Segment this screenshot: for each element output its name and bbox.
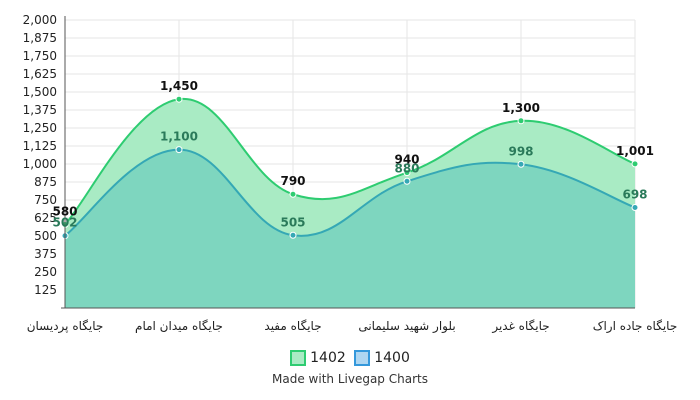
x-tick-label-4: جایگاه غدیر	[491, 319, 549, 334]
x-tick-label-3: بلوار شهید سلیمانی	[358, 319, 455, 334]
legend-label-1402: 1402	[310, 350, 346, 366]
data-point-1400-4	[517, 160, 525, 168]
data-label-1400-2: 505	[280, 215, 305, 229]
legend-item-1400[interactable]: 1400	[354, 350, 410, 366]
y-tick-label-9: 1,250	[23, 121, 57, 135]
data-point-1402-5	[631, 160, 639, 168]
y-tick-label-4: 625	[34, 211, 57, 225]
y-tick-label-7: 1,000	[23, 157, 57, 171]
data-label-1400-4: 998	[508, 144, 533, 158]
area-chart: 125 250 375 500 625 750 875 1,000 1,125 1,250 1,37…	[23, 13, 678, 334]
y-tick-label-3: 500	[34, 229, 57, 243]
data-point-1400-1	[175, 146, 183, 154]
data-point-1402-2	[289, 190, 297, 198]
y-tick-label-15: 2,000	[23, 13, 57, 27]
data-label-1400-0: 502	[52, 216, 77, 230]
data-point-1402-3	[403, 169, 411, 177]
x-tick-label-2: جایگاه مفید	[264, 319, 321, 333]
y-tick-label-12: 1,625	[23, 67, 57, 81]
data-label-1402-0: 580	[52, 204, 77, 218]
series-line-1402	[64, 98, 636, 226]
data-label-1400-3: 880	[394, 161, 419, 175]
legend-swatch-1400	[354, 350, 371, 366]
legend-swatch-1402	[290, 350, 307, 366]
x-tick-label-0: جایگاه پردیسان	[27, 319, 104, 334]
data-label-1402-3: 940	[394, 153, 419, 167]
legend-label-1400: 1400	[374, 350, 410, 366]
y-tick-label-13: 1,750	[23, 49, 57, 63]
legend: 1402 1400	[0, 350, 700, 370]
data-label-1402-2: 790	[280, 174, 305, 188]
data-label-1402-1: 1,450	[160, 79, 198, 93]
data-point-1400-3	[403, 177, 411, 185]
y-tick-label-8: 1,125	[23, 139, 57, 153]
y-tick-label-6: 875	[34, 175, 57, 189]
y-tick-label-14: 1,875	[23, 31, 57, 45]
data-label-1402-5: 1,001	[616, 144, 654, 158]
y-tick-label-2: 375	[34, 247, 57, 261]
legend-item-1402[interactable]: 1402	[290, 350, 346, 366]
x-tick-label-5: جایگاه جاده اراک	[593, 319, 678, 334]
y-tick-label-0: 125	[34, 283, 57, 297]
data-point-1400-2	[289, 231, 297, 239]
data-point-1402-1	[175, 95, 183, 103]
x-tick-label-1: جایگاه میدان امام	[135, 319, 223, 333]
credit-text: Made with Livegap Charts	[272, 372, 428, 386]
data-label-1400-1: 1,100	[160, 130, 198, 144]
y-tick-label-5: 750	[34, 193, 57, 207]
data-point-1400-5	[631, 203, 639, 211]
data-label-1400-5: 698	[622, 187, 647, 201]
y-tick-label-10: 1,375	[23, 103, 57, 117]
y-tick-label-1: 250	[34, 265, 57, 279]
data-label-1402-4: 1,300	[502, 101, 540, 115]
series-line-1400	[64, 148, 636, 237]
area-fill-1400	[65, 149, 635, 308]
data-point-1402-4	[517, 117, 525, 125]
y-tick-label-11: 1,500	[23, 85, 57, 99]
